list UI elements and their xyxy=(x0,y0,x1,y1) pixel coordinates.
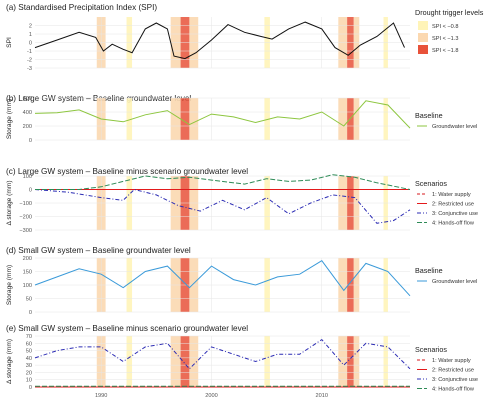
legend-title: Drought trigger levels xyxy=(415,8,484,17)
y-tick-label: −200 xyxy=(19,215,32,221)
legend-label: 2: Restricted use xyxy=(432,202,474,208)
drought-band xyxy=(126,98,133,140)
y-tick-label: 50 xyxy=(26,297,32,303)
y-tick-label: 0 xyxy=(29,41,32,47)
panel-c: (c) Large GW system – Baseline minus sce… xyxy=(6,167,411,234)
panel-title: (a) Standardised Precipitation Index (SP… xyxy=(6,3,157,12)
series-line xyxy=(34,260,411,297)
legend-label: 4: Hands-off flow xyxy=(432,221,475,227)
drought-band xyxy=(338,98,348,140)
drought-band xyxy=(383,98,388,140)
y-tick-label: 1 xyxy=(29,32,32,38)
drought-band xyxy=(347,336,354,387)
drought-band xyxy=(180,98,190,140)
series-line xyxy=(35,174,411,190)
legend-label: 1: Water supply xyxy=(432,192,471,198)
y-tick-label: -1 xyxy=(27,49,32,55)
x-tick-label: 2010 xyxy=(316,393,328,399)
y-tick-label: 10 xyxy=(26,378,32,384)
drought-band xyxy=(189,98,199,140)
series-line xyxy=(34,21,405,60)
legend-label: 1: Water supply xyxy=(432,358,471,364)
series-line xyxy=(34,338,411,370)
y-tick-label: 150 xyxy=(23,270,32,276)
y-tick-label: 100 xyxy=(23,283,32,289)
y-tick-label: 40 xyxy=(26,356,32,362)
y-axis-label: Storage (mm) xyxy=(6,265,13,305)
x-tick-label: 2000 xyxy=(205,393,217,399)
series-line xyxy=(34,188,411,224)
legend-swatch xyxy=(418,21,428,30)
panel-e: (e) Small GW system – Baseline minus sce… xyxy=(6,324,411,391)
y-tick-label: 200 xyxy=(23,124,32,130)
y-tick-label: 0 xyxy=(29,385,32,391)
panel-b: (b) Large GW system – Baseline groundwat… xyxy=(6,94,411,144)
drought-band xyxy=(264,98,270,140)
drought-band xyxy=(338,336,348,387)
legend-label: SPI < −1.3 xyxy=(432,36,458,42)
y-tick-label: 30 xyxy=(26,363,32,369)
legend-swatch xyxy=(418,45,428,54)
y-tick-label: −100 xyxy=(19,201,32,207)
y-axis-label: Δ storage (mm) xyxy=(6,180,13,225)
panel-d: (d) Small GW system – Baseline groundwat… xyxy=(6,246,411,316)
legend-label: Groundwater level xyxy=(432,279,477,285)
legend-swatch xyxy=(418,33,428,42)
drought-band xyxy=(126,336,133,387)
legend-label: 4: Hands-off flow xyxy=(432,387,475,393)
drought-band xyxy=(264,336,270,387)
panel-title: (d) Small GW system – Baseline groundwat… xyxy=(6,246,191,255)
series-line xyxy=(34,100,411,129)
y-tick-label: −300 xyxy=(19,228,32,234)
shared-x-axis: 1990 2000 2010 xyxy=(95,393,328,399)
y-tick-label: -3 xyxy=(27,66,32,72)
panel-title: (e) Small GW system – Baseline minus sce… xyxy=(6,324,248,333)
y-tick-label: 0 xyxy=(29,310,32,316)
legend-title: Baseline xyxy=(415,111,443,120)
y-tick-label: 100 xyxy=(23,174,32,180)
y-tick-label: -2 xyxy=(27,58,32,64)
drought-band xyxy=(353,336,360,387)
legend-label: 3: Conjunctive use xyxy=(432,377,478,383)
y-tick-label: 600 xyxy=(23,96,32,102)
drought-band xyxy=(170,98,181,140)
y-tick-label: 400 xyxy=(23,110,32,116)
legend-label: 2: Restricted use xyxy=(432,368,474,374)
x-tick-label: 1990 xyxy=(95,393,107,399)
drought-band xyxy=(180,336,190,387)
legend-label: Groundwater level xyxy=(432,124,477,130)
panel-a: (a) Standardised Precipitation Index (SP… xyxy=(6,3,410,72)
y-axis-label: Storage (mm) xyxy=(6,99,13,139)
panel-title: (c) Large GW system – Baseline minus sce… xyxy=(6,167,248,176)
y-tick-label: 200 xyxy=(23,256,32,262)
legend-title: Scenarios xyxy=(415,179,447,188)
drought-band xyxy=(353,98,360,140)
y-tick-label: 0 xyxy=(29,188,32,194)
y-tick-label: 70 xyxy=(26,334,32,340)
y-tick-label: 0 xyxy=(29,138,32,144)
drought-band xyxy=(383,336,388,387)
legend-label: SPI < −0.8 xyxy=(432,24,458,30)
legend-title: Scenarios xyxy=(415,345,447,354)
y-tick-label: 60 xyxy=(26,341,32,347)
legends-group: Drought trigger levels SPI < −0.8 SPI < −1… xyxy=(415,8,484,393)
legend-label: SPI < −1.8 xyxy=(432,48,458,54)
y-tick-label: 2 xyxy=(29,24,32,30)
y-axis-label: SPI xyxy=(6,37,13,48)
drought-band xyxy=(189,336,199,387)
y-axis-label: Δ storage (mm) xyxy=(6,339,13,384)
panels-group: (a) Standardised Precipitation Index (SP… xyxy=(6,3,411,391)
legend-label: 3: Conjunctive use xyxy=(432,211,478,217)
y-tick-label: 20 xyxy=(26,370,32,376)
y-tick-label: 50 xyxy=(26,349,32,355)
legend-title: Baseline xyxy=(415,266,443,275)
drought-band xyxy=(170,336,181,387)
